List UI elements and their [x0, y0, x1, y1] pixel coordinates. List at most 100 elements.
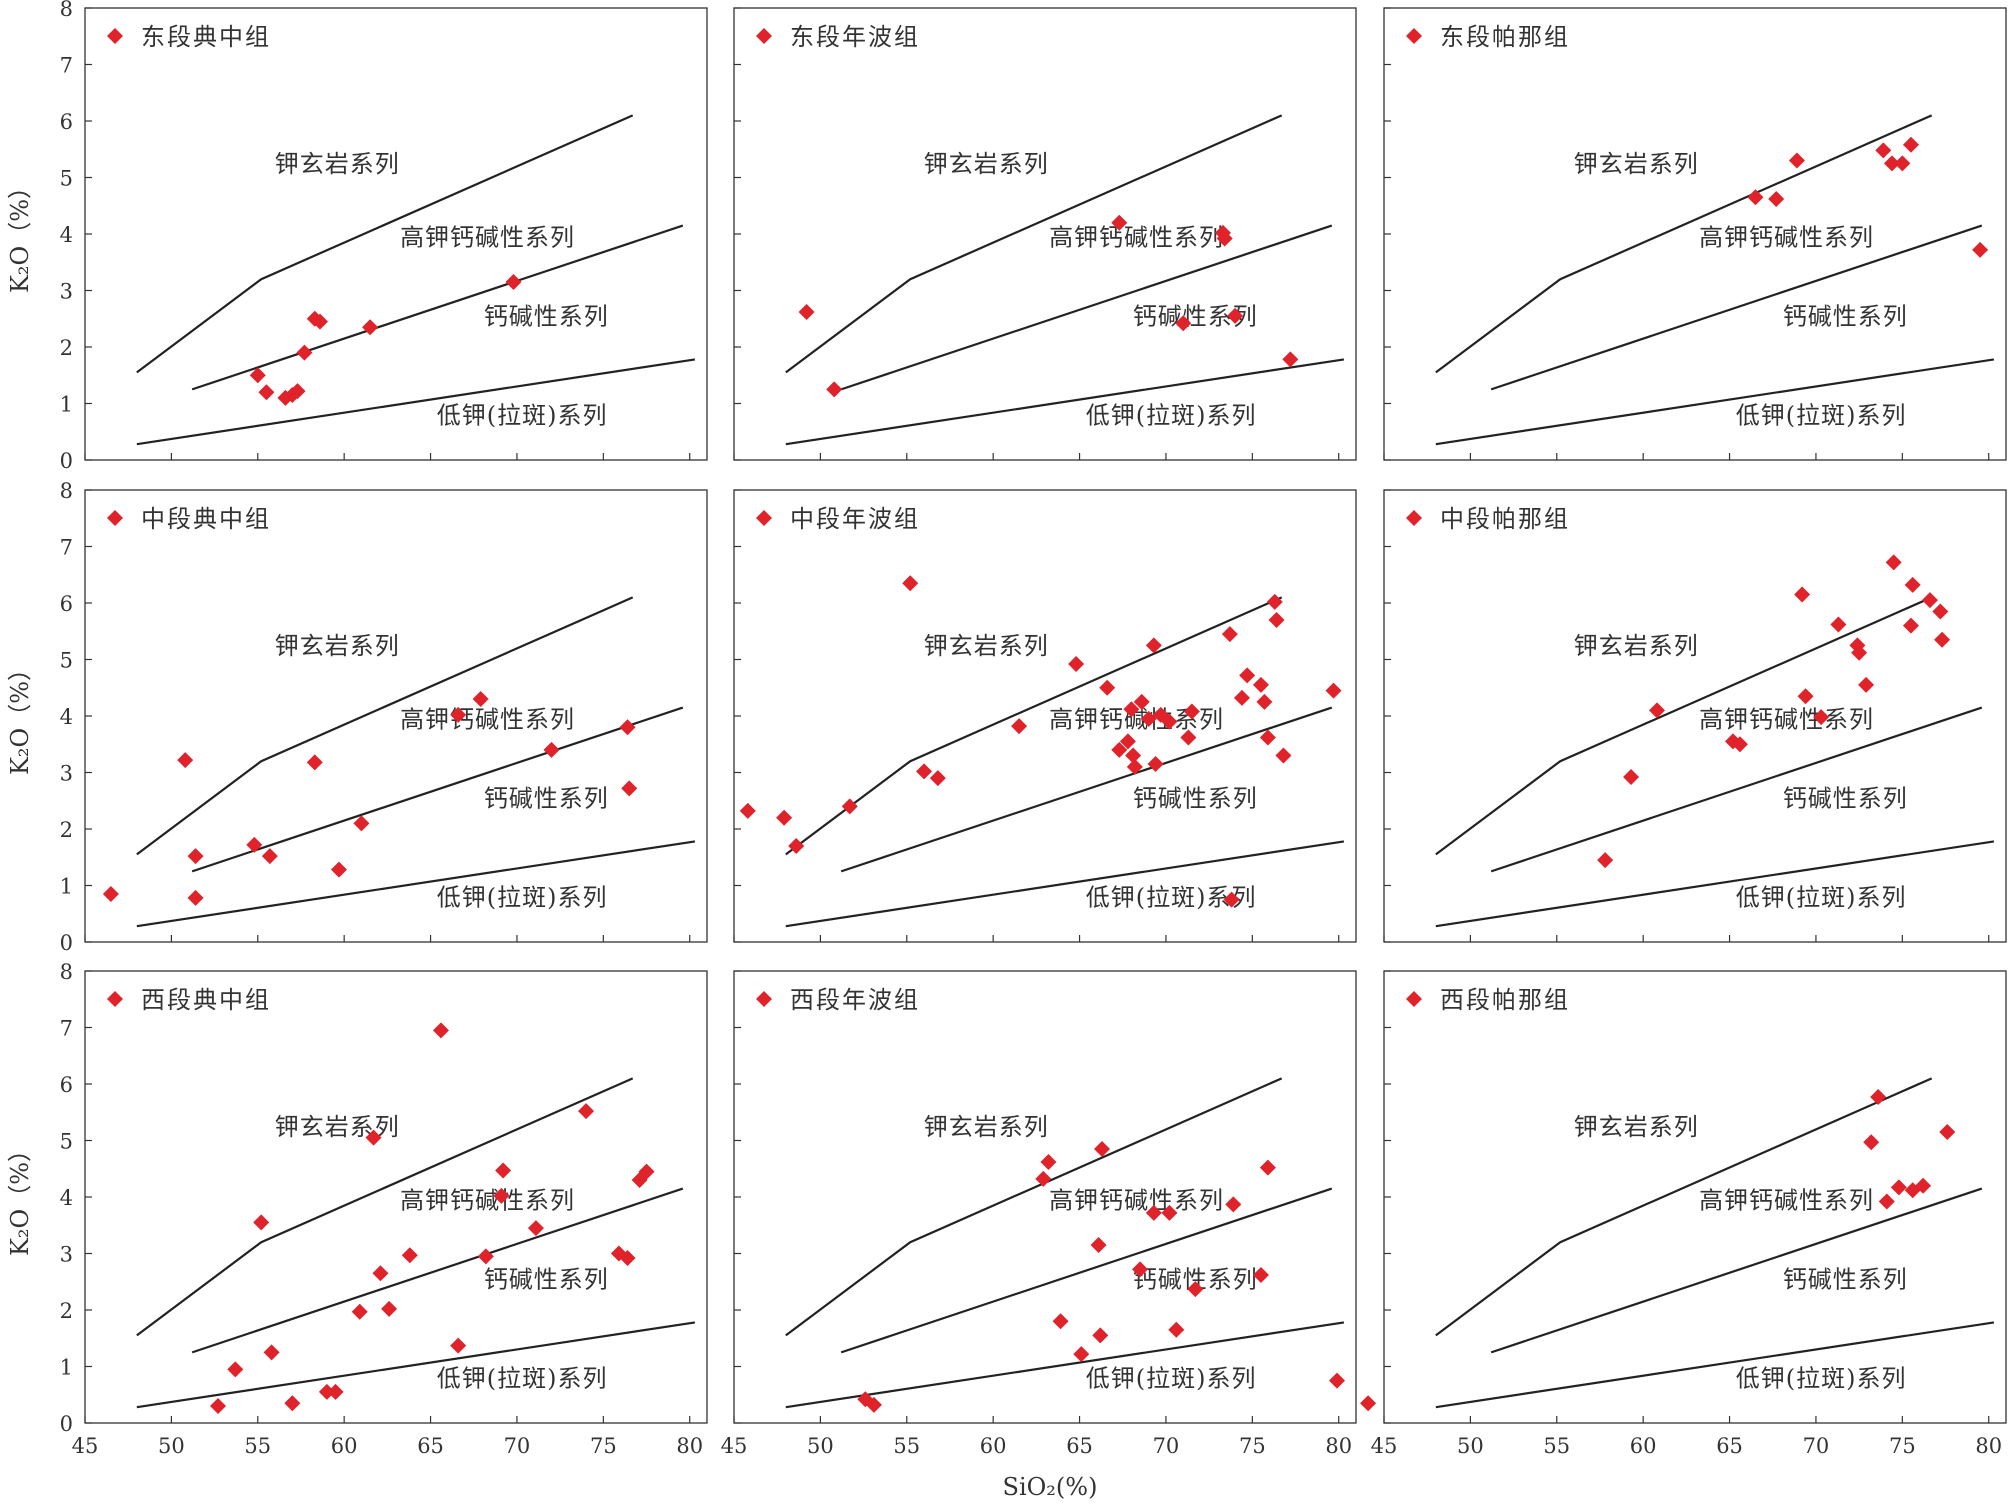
data-point	[1788, 152, 1805, 169]
legend-label: 东段帕那组	[1440, 23, 1570, 51]
data-point	[1870, 1088, 1887, 1105]
y-tick-label: 8	[60, 0, 73, 21]
data-point	[1830, 616, 1847, 633]
data-point	[1275, 747, 1292, 764]
x-tick-label: 80	[1975, 1434, 2002, 1458]
data-point	[258, 384, 275, 401]
field-label: 低钾(拉斑)系列	[437, 401, 608, 429]
plot-frame	[84, 489, 708, 943]
data-point	[261, 848, 278, 865]
data-point	[1119, 733, 1136, 750]
data-point	[1035, 1170, 1052, 1187]
data-point	[1094, 1140, 1111, 1157]
data-point	[621, 780, 638, 797]
data-point	[1092, 1327, 1109, 1344]
data-point	[902, 575, 919, 592]
field-label: 低钾(拉斑)系列	[437, 883, 608, 911]
data-point	[401, 1247, 418, 1264]
data-point	[495, 1162, 512, 1179]
field-label: 钙碱性系列	[484, 1265, 609, 1293]
data-point	[798, 303, 815, 320]
data-point	[841, 798, 858, 815]
data-point	[1147, 756, 1164, 773]
data-point	[493, 1187, 510, 1204]
data-point	[1797, 688, 1814, 705]
legend-marker	[756, 510, 772, 526]
series-boundary-line	[136, 1077, 634, 1337]
legend-label: 中段年波组	[790, 505, 920, 533]
data-point	[1227, 307, 1244, 324]
data-point	[362, 319, 379, 336]
field-label: 钙碱性系列	[484, 784, 609, 812]
panel-9: 45 50 55 60 65 70 75 80 钾玄岩系列高钾钙碱性系列钙碱性系列低钾(拉斑)系…	[1371, 970, 2007, 1458]
series-boundary-line	[1435, 1321, 1995, 1409]
data-point	[177, 752, 194, 769]
series-boundary-line	[1435, 840, 1995, 928]
field-label: 高钾钙碱性系列	[1049, 223, 1224, 251]
data-point	[1259, 729, 1276, 746]
legend-marker	[1406, 991, 1422, 1007]
data-point	[788, 837, 805, 854]
field-label: 高钾钙碱性系列	[1699, 705, 1874, 733]
data-point	[1052, 1313, 1069, 1330]
field-label: 钾玄岩系列	[924, 1113, 1049, 1141]
plot-frame	[84, 970, 708, 1424]
y-tick-label: 0	[60, 449, 73, 473]
legend-label: 东段年波组	[790, 23, 920, 51]
series-boundary-line	[1435, 1077, 1933, 1337]
y-axis-title: K₂O（%）	[6, 1138, 34, 1256]
series-boundary-line	[840, 1187, 1333, 1354]
data-point	[450, 1337, 467, 1354]
field-label: 钙碱性系列	[484, 302, 609, 330]
y-tick-label: 3	[60, 762, 73, 786]
data-point	[578, 1103, 595, 1120]
data-point	[330, 861, 347, 878]
data-point	[1111, 214, 1128, 231]
data-point	[227, 1361, 244, 1378]
x-tick-label: 75	[1239, 1434, 1266, 1458]
field-label: 钾玄岩系列	[1574, 1113, 1699, 1141]
field-label: 高钾钙碱性系列	[1699, 1186, 1874, 1214]
data-point	[1972, 241, 1989, 258]
data-point	[1282, 351, 1299, 368]
series-boundary-line	[1490, 1187, 1983, 1354]
data-point	[1145, 637, 1162, 654]
data-point	[1902, 617, 1919, 634]
series-boundary-line	[1435, 358, 1995, 446]
field-label: 钾玄岩系列	[1574, 632, 1699, 660]
x-tick-label: 80	[676, 1434, 703, 1458]
data-point	[296, 344, 313, 361]
y-tick-label: 1	[60, 1356, 73, 1380]
field-label: 高钾钙碱性系列	[400, 1186, 575, 1214]
field-label: 低钾(拉斑)系列	[1736, 1364, 1907, 1392]
data-point	[1932, 603, 1949, 620]
data-point	[1325, 682, 1342, 699]
data-point	[187, 848, 204, 865]
legend-label: 东段典中组	[141, 23, 271, 51]
legend-marker	[1406, 28, 1422, 44]
plot-frame	[1383, 7, 2007, 461]
data-point	[916, 763, 933, 780]
x-tick-label: 50	[807, 1434, 834, 1458]
series-boundary-line	[1435, 114, 1933, 374]
series-boundary-line	[191, 1187, 684, 1354]
legend-marker	[107, 510, 123, 526]
data-point	[1813, 709, 1830, 726]
data-point	[353, 815, 370, 832]
data-point	[638, 1163, 655, 1180]
data-point	[1902, 136, 1919, 153]
data-point	[1175, 315, 1192, 332]
y-tick-label: 1	[60, 875, 73, 899]
data-point	[1328, 1372, 1345, 1389]
y-tick-label: 0	[60, 931, 73, 955]
data-point	[527, 1220, 544, 1237]
data-point	[246, 836, 263, 853]
data-point	[505, 274, 522, 291]
y-tick-label: 8	[60, 960, 73, 984]
y-tick-label: 3	[60, 280, 73, 304]
data-point	[1187, 1281, 1204, 1298]
data-point	[477, 1248, 494, 1265]
series-boundary-line	[785, 1077, 1283, 1337]
x-tick-label: 80	[1325, 1434, 1352, 1458]
